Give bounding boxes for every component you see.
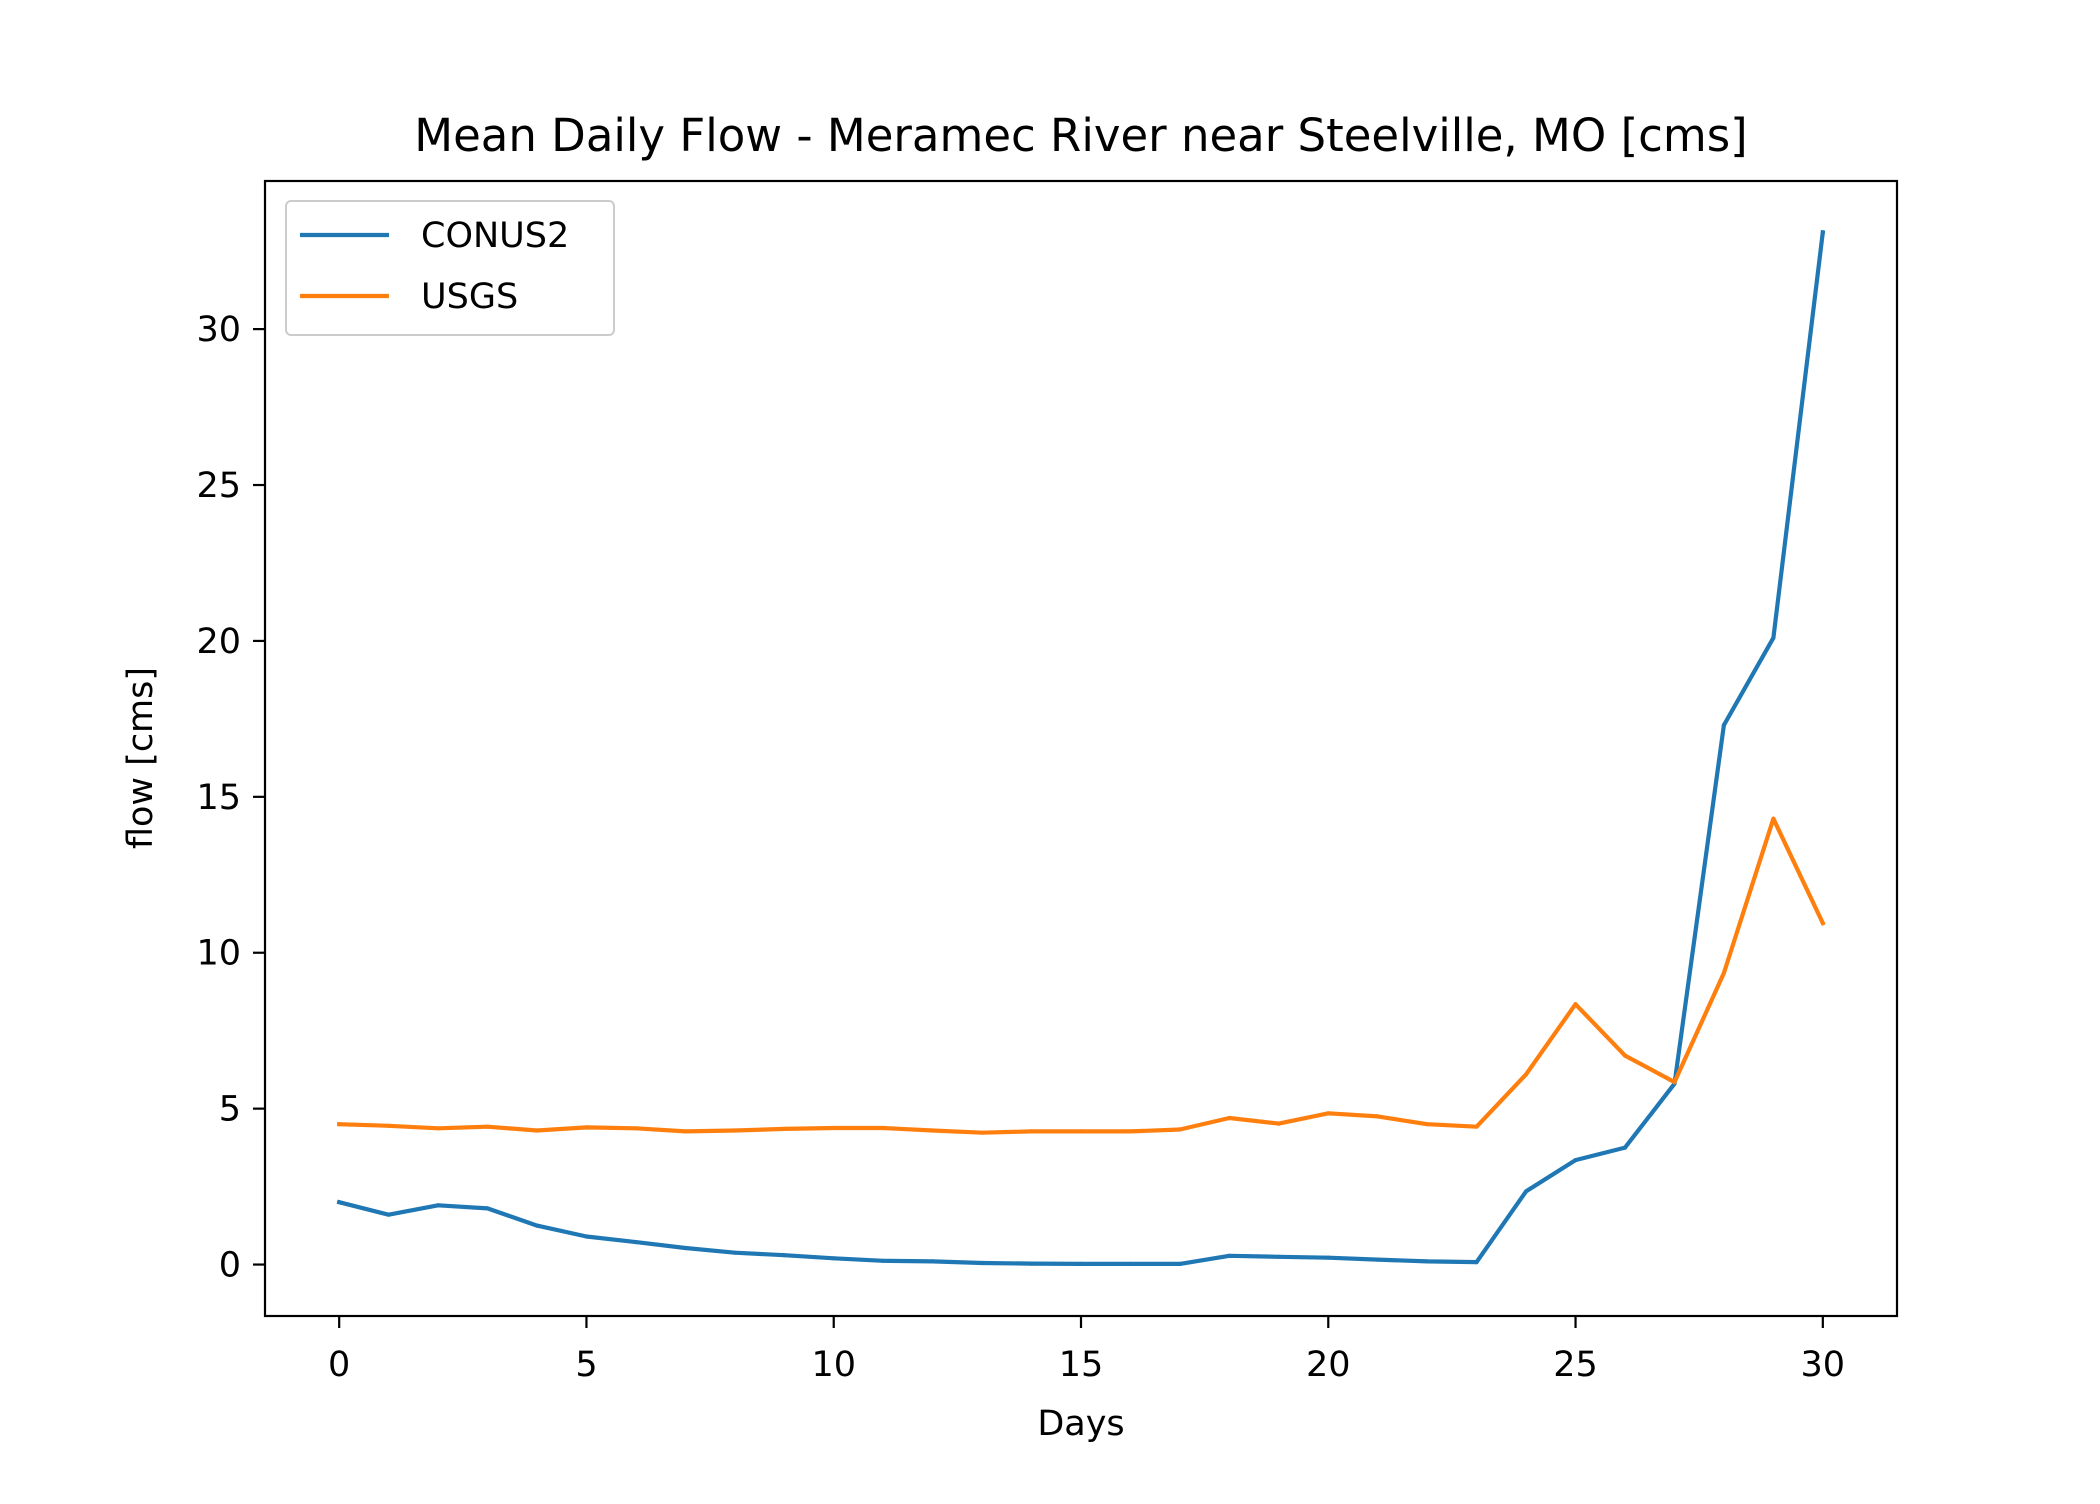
data-point-usgs	[1820, 921, 1825, 926]
data-point-usgs	[1622, 1053, 1628, 1058]
data-point-conus2	[584, 1234, 589, 1239]
data-point-conus2	[980, 1260, 985, 1266]
y-tick-label: 30	[196, 310, 241, 350]
data-point-usgs	[1425, 1122, 1430, 1127]
data-point-conus2	[1029, 1261, 1034, 1266]
data-point-usgs	[881, 1125, 886, 1131]
series-layer	[336, 230, 1826, 1267]
data-point-usgs	[1177, 1127, 1182, 1132]
x-tick-label: 10	[811, 1345, 856, 1385]
x-tick-label: 20	[1306, 1345, 1351, 1385]
data-point-conus2	[337, 1200, 342, 1205]
x-axis-label: Days	[1037, 1404, 1124, 1444]
data-point-conus2	[436, 1203, 441, 1208]
data-point-usgs	[980, 1130, 985, 1135]
data-point-usgs	[1474, 1124, 1479, 1129]
data-point-conus2	[1425, 1259, 1430, 1264]
data-point-conus2	[1474, 1260, 1479, 1265]
x-tick-label: 30	[1801, 1345, 1846, 1385]
data-point-usgs	[1375, 1114, 1380, 1119]
data-point-usgs	[633, 1126, 639, 1131]
data-point-conus2	[683, 1245, 688, 1251]
data-point-usgs	[1326, 1111, 1331, 1116]
data-point-usgs	[1029, 1129, 1034, 1134]
data-point-conus2	[1078, 1261, 1084, 1266]
data-point-conus2	[1771, 635, 1776, 640]
data-point-usgs	[683, 1129, 688, 1134]
data-point-usgs	[584, 1125, 589, 1130]
data-point-conus2	[1721, 723, 1726, 728]
data-point-usgs	[1672, 1080, 1677, 1085]
data-point-usgs	[1524, 1072, 1529, 1077]
data-point-conus2	[1177, 1261, 1182, 1266]
data-point-usgs	[831, 1125, 836, 1131]
y-tick-label: 20	[196, 622, 241, 662]
data-point-conus2	[1622, 1145, 1628, 1150]
data-point-usgs	[732, 1128, 737, 1133]
data-point-usgs	[436, 1126, 441, 1131]
y-tick-label: 5	[219, 1090, 241, 1130]
data-point-usgs	[1573, 1002, 1578, 1007]
legend-label-usgs: USGS	[421, 277, 518, 317]
data-point-conus2	[1227, 1253, 1232, 1258]
data-point-conus2	[1820, 230, 1825, 235]
data-point-usgs	[1078, 1129, 1084, 1134]
y-tick-label: 15	[196, 778, 241, 818]
data-point-usgs	[782, 1126, 787, 1131]
data-point-usgs	[386, 1123, 391, 1128]
data-point-conus2	[534, 1223, 540, 1228]
x-tick-label: 15	[1059, 1345, 1104, 1385]
data-point-usgs	[485, 1124, 490, 1129]
data-point-conus2	[930, 1259, 935, 1264]
data-point-conus2	[782, 1253, 787, 1258]
data-point-usgs	[337, 1122, 342, 1127]
data-point-usgs	[1276, 1121, 1281, 1126]
y-tick-label: 10	[196, 934, 241, 974]
data-point-conus2	[1375, 1257, 1380, 1262]
data-point-conus2	[732, 1250, 737, 1255]
chart-title: Mean Daily Flow - Meramec River near Ste…	[414, 109, 1747, 162]
data-point-conus2	[1326, 1255, 1331, 1260]
data-point-conus2	[1573, 1158, 1578, 1163]
data-point-usgs	[1771, 816, 1776, 821]
axes-layer: 0 5 10 15 20 25 30 0 5 10 15 20 25 30	[196, 179, 1899, 1385]
legend-label-conus2: CONUS2	[421, 216, 569, 256]
data-point-usgs	[1128, 1129, 1133, 1134]
y-tick-label: 0	[219, 1246, 241, 1286]
data-point-usgs	[534, 1128, 540, 1133]
data-point-conus2	[831, 1256, 836, 1261]
data-point-usgs	[1721, 970, 1726, 976]
data-point-usgs	[1227, 1115, 1232, 1121]
y-tick-label: 25	[196, 466, 241, 506]
data-point-conus2	[1276, 1254, 1281, 1259]
x-tick-label: 5	[575, 1345, 597, 1385]
x-tick-label: 0	[328, 1345, 350, 1385]
data-point-conus2	[633, 1240, 639, 1245]
data-point-usgs	[930, 1128, 935, 1133]
data-point-conus2	[386, 1212, 391, 1217]
data-point-conus2	[1128, 1261, 1133, 1266]
x-tick-label: 25	[1553, 1345, 1598, 1385]
data-point-conus2	[1524, 1189, 1529, 1194]
data-point-conus2	[881, 1258, 886, 1263]
y-axis-label: flow [cms]	[121, 667, 161, 849]
legend: CONUS2 USGS	[285, 200, 615, 336]
data-point-conus2	[485, 1206, 490, 1211]
